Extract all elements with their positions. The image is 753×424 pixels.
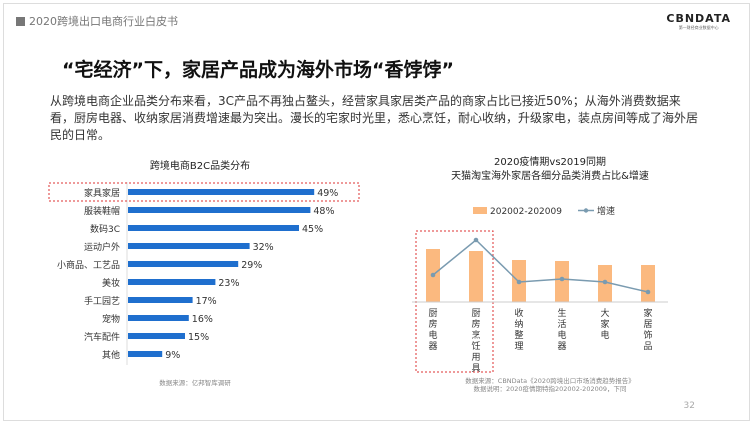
data-label: 48% (313, 206, 334, 217)
data-label: 17% (196, 296, 217, 307)
bar (128, 261, 239, 267)
left-source: 数据来源：亿邦智库调研 (159, 379, 231, 387)
category-label: 生活电器 (557, 307, 566, 352)
bar (128, 297, 193, 303)
data-label: 15% (188, 332, 209, 343)
bar (128, 351, 163, 357)
slide-title: “宅经济”下，家居产品成为海外市场“香饽饽” (62, 59, 454, 81)
data-label: 32% (253, 242, 274, 253)
category-label: 厨房烹饪用具 (471, 308, 480, 374)
logo: CBNDATA 第一财经商业数据中心 (666, 12, 731, 31)
line-point (602, 279, 608, 285)
data-label: 9% (165, 350, 180, 361)
bar (128, 225, 299, 231)
category-label: 服装鞋帽 (84, 205, 120, 217)
page-number: 32 (683, 401, 695, 411)
bar (128, 189, 315, 195)
right-note: 数据说明：2020疫情期特指202002-202009，下同 (473, 385, 627, 393)
category-label: 大家电 (600, 307, 609, 341)
category-label: 家居饰品 (643, 307, 652, 352)
legend-line-marker (583, 208, 589, 213)
category-label: 汽车配件 (84, 331, 120, 343)
growth-line (432, 238, 649, 293)
category-label: 收纳整理 (514, 307, 523, 352)
data-label: 45% (302, 224, 323, 235)
bar (555, 261, 569, 302)
category-label: 厨房电器 (428, 308, 437, 352)
bar (128, 315, 189, 321)
category-label: 宠物 (102, 313, 120, 325)
right-chart-title: 2020疫情期vs2019同期天猫淘宝海外家居各细分品类消费占比&增速 (400, 156, 700, 184)
report-title: 2020跨境出口电商行业白皮书 (29, 15, 178, 28)
category-label: 手工园艺 (84, 295, 120, 307)
slide-paragraph: 从跨境电商企业品类分布来看，3C产品不再独占鳌头，经营家具家居类产品的商家占比已… (50, 94, 699, 142)
line-point (559, 276, 565, 282)
logo-text: CBNDATA (666, 12, 731, 25)
legend-bar-swatch (473, 207, 487, 214)
bar (128, 279, 216, 285)
category-label: 小商品、工艺品 (57, 259, 120, 271)
bar (128, 333, 185, 339)
right-source-line: 数据来源：CBNData《2020跨境出口市场消费趋势报告》 (465, 377, 635, 385)
line-point (516, 279, 522, 285)
left-chart-title: 跨境电商B2C品类分布 (149, 161, 251, 172)
bar (128, 243, 250, 249)
bar (641, 265, 655, 302)
right-chart-title-line1: 2020疫情期vs2019同期 (493, 157, 607, 168)
bar (469, 251, 483, 302)
right-source: 数据来源：CBNData《2020跨境出口市场消费趋势报告》 数据说明：2020疫… (400, 377, 700, 393)
line-point (430, 272, 436, 278)
slide-frame (3, 3, 750, 421)
line-point (473, 237, 479, 243)
category-label: 家具家居 (84, 187, 120, 199)
data-label: 16% (192, 314, 213, 325)
report-header: 2020跨境出口电商行业白皮书 (16, 13, 178, 29)
legend-line-label: 增速 (597, 205, 615, 217)
line-point (645, 289, 651, 295)
category-label: 其他 (102, 349, 120, 361)
category-label: 美妆 (102, 277, 120, 289)
data-label: 23% (218, 278, 239, 289)
right-chart-subtitle: 天猫淘宝海外家居各细分品类消费占比&增速 (451, 171, 649, 182)
legend-bar-label: 202002-202009 (490, 207, 562, 217)
square-icon (16, 16, 25, 26)
category-label: 数码3C (90, 223, 120, 235)
logo-sub: 第一财经商业数据中心 (678, 25, 719, 30)
category-label: 运动户外 (84, 241, 120, 253)
bar (128, 207, 311, 213)
data-label: 49% (317, 188, 338, 199)
data-label: 29% (241, 260, 262, 271)
